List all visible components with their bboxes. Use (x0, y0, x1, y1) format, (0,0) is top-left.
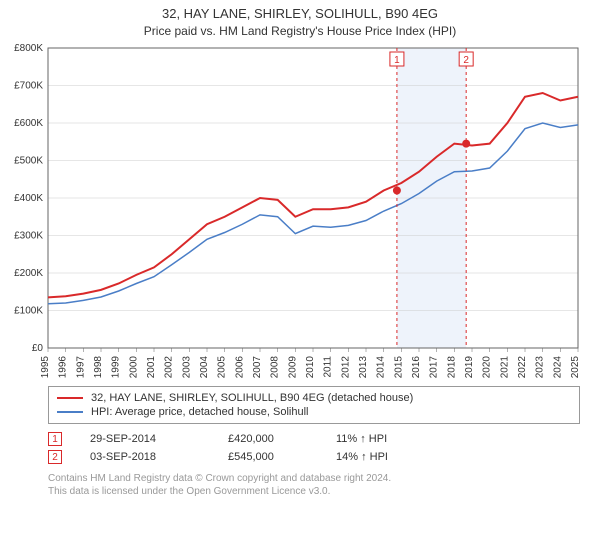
price-chart: £0 £100K £200K £300K £400K £500K £600K £700K £80… (0, 42, 600, 382)
chart-subtitle: Price paid vs. HM Land Registry's House … (0, 21, 600, 42)
svg-text:1999: 1999 (111, 356, 122, 379)
svg-text:£700K: £700K (14, 81, 43, 92)
svg-text:2024: 2024 (552, 356, 563, 379)
svg-text:£800K: £800K (14, 43, 43, 54)
svg-text:£300K: £300K (14, 231, 43, 242)
svg-text:2000: 2000 (128, 356, 139, 379)
sale-date: 29-SEP-2014 (90, 433, 200, 445)
sale-price: £420,000 (228, 433, 308, 445)
svg-text:2004: 2004 (199, 356, 210, 379)
svg-text:1995: 1995 (40, 356, 51, 379)
svg-text:2: 2 (463, 55, 469, 66)
legend-swatch (57, 397, 83, 399)
svg-text:2013: 2013 (358, 356, 369, 379)
svg-text:2016: 2016 (411, 356, 422, 379)
svg-text:1998: 1998 (93, 356, 104, 379)
svg-text:2002: 2002 (164, 356, 175, 379)
svg-text:£500K: £500K (14, 156, 43, 167)
svg-text:2025: 2025 (570, 356, 581, 379)
legend: 32, HAY LANE, SHIRLEY, SOLIHULL, B90 4EG… (48, 386, 580, 424)
footer: Contains HM Land Registry data © Crown c… (48, 472, 580, 498)
svg-text:2017: 2017 (429, 356, 440, 379)
svg-text:2006: 2006 (234, 356, 245, 379)
sale-marker-1: 1 (48, 432, 62, 446)
svg-text:2015: 2015 (393, 356, 404, 379)
svg-text:2011: 2011 (323, 356, 334, 378)
svg-text:2022: 2022 (517, 356, 528, 379)
footer-line-2: This data is licensed under the Open Gov… (48, 485, 580, 498)
svg-text:1997: 1997 (75, 356, 86, 379)
sales-table: 1 29-SEP-2014 £420,000 11% ↑ HPI 2 03-SE… (48, 430, 580, 466)
svg-text:£400K: £400K (14, 193, 43, 204)
sale-diff: 14% ↑ HPI (336, 451, 416, 463)
svg-text:2020: 2020 (482, 356, 493, 379)
legend-label: HPI: Average price, detached house, Soli… (91, 406, 309, 418)
sale-price: £545,000 (228, 451, 308, 463)
svg-text:2003: 2003 (181, 356, 192, 379)
svg-text:2008: 2008 (270, 356, 281, 379)
sale-diff: 11% ↑ HPI (336, 433, 416, 445)
svg-text:2010: 2010 (305, 356, 316, 379)
svg-text:2009: 2009 (287, 356, 298, 379)
sale-row-1: 1 29-SEP-2014 £420,000 11% ↑ HPI (48, 430, 580, 448)
sale-date: 03-SEP-2018 (90, 451, 200, 463)
legend-label: 32, HAY LANE, SHIRLEY, SOLIHULL, B90 4EG… (91, 392, 413, 404)
svg-text:£100K: £100K (14, 306, 43, 317)
svg-text:£600K: £600K (14, 118, 43, 129)
svg-text:1: 1 (394, 55, 400, 66)
svg-text:£0: £0 (32, 343, 44, 354)
legend-item-property: 32, HAY LANE, SHIRLEY, SOLIHULL, B90 4EG… (57, 391, 571, 405)
svg-text:2001: 2001 (146, 356, 157, 379)
svg-text:2018: 2018 (446, 356, 457, 379)
sale-marker-2: 2 (48, 450, 62, 464)
svg-text:2005: 2005 (217, 356, 228, 379)
svg-text:2019: 2019 (464, 356, 475, 379)
chart-title: 32, HAY LANE, SHIRLEY, SOLIHULL, B90 4EG (0, 0, 600, 21)
svg-text:2007: 2007 (252, 356, 263, 379)
svg-text:2023: 2023 (535, 356, 546, 379)
svg-text:2014: 2014 (376, 356, 387, 379)
legend-swatch (57, 411, 83, 413)
svg-text:1996: 1996 (58, 356, 69, 379)
svg-text:2012: 2012 (340, 356, 351, 379)
svg-text:£200K: £200K (14, 268, 43, 279)
legend-item-hpi: HPI: Average price, detached house, Soli… (57, 405, 571, 419)
svg-text:2021: 2021 (499, 356, 510, 379)
sale-row-2: 2 03-SEP-2018 £545,000 14% ↑ HPI (48, 448, 580, 466)
footer-line-1: Contains HM Land Registry data © Crown c… (48, 472, 580, 485)
